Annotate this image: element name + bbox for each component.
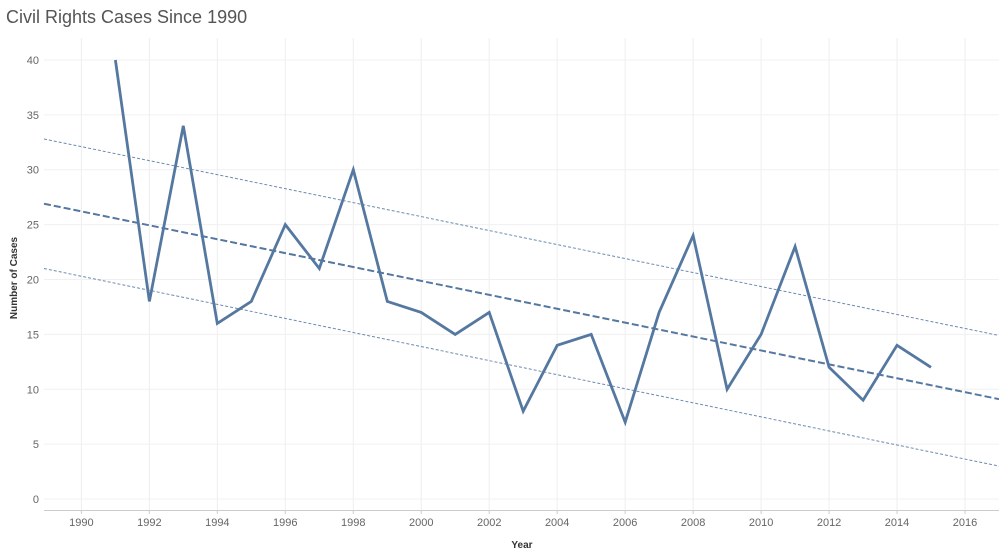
trend-line-group (43, 202, 999, 401)
x-tick-label: 1998 (341, 517, 365, 529)
confidence-band-upper (43, 138, 999, 336)
y-tick-label: 0 (33, 494, 39, 506)
x-tick-label: 1994 (205, 517, 229, 529)
x-tick-label: 2016 (953, 517, 977, 529)
x-tick-label: 2008 (681, 517, 705, 529)
confidence-band (43, 138, 999, 467)
y-axis-label: Number of Cases (9, 236, 20, 319)
x-tick-label: 2012 (817, 517, 841, 529)
grid-lines (44, 38, 999, 511)
y-tick-label: 25 (27, 220, 39, 232)
x-tick-label: 2000 (409, 517, 433, 529)
y-tick-label: 40 (27, 55, 39, 67)
y-tick-label: 5 (33, 439, 39, 451)
y-tick-label: 10 (27, 384, 39, 396)
y-tick-label: 20 (27, 274, 39, 286)
y-tick-label: 35 (27, 110, 39, 122)
confidence-band-lower (43, 268, 999, 467)
x-tick-label: 2004 (545, 517, 569, 529)
trend-line (43, 202, 999, 401)
x-axis-ticks: 1990 1992 1994 1996 1998 2000 2002 2004 2006 2008… (69, 510, 977, 529)
x-tick-label: 2010 (749, 517, 773, 529)
x-tick-label: 1996 (273, 517, 297, 529)
x-tick-label: 1990 (69, 517, 93, 529)
x-tick-label: 2006 (613, 517, 637, 529)
chart-title: Civil Rights Cases Since 1990 (6, 7, 248, 27)
y-tick-label: 15 (27, 329, 39, 341)
x-axis-label: Year (511, 540, 532, 551)
x-tick-label: 2014 (885, 517, 909, 529)
x-tick-label: 1992 (137, 517, 161, 529)
series-group (114, 59, 932, 427)
x-tick-label: 2002 (477, 517, 501, 529)
series-line (114, 59, 932, 427)
y-tick-label: 30 (27, 165, 39, 177)
y-axis-ticks: 0 5 10 15 20 25 30 35 40 (27, 55, 39, 506)
